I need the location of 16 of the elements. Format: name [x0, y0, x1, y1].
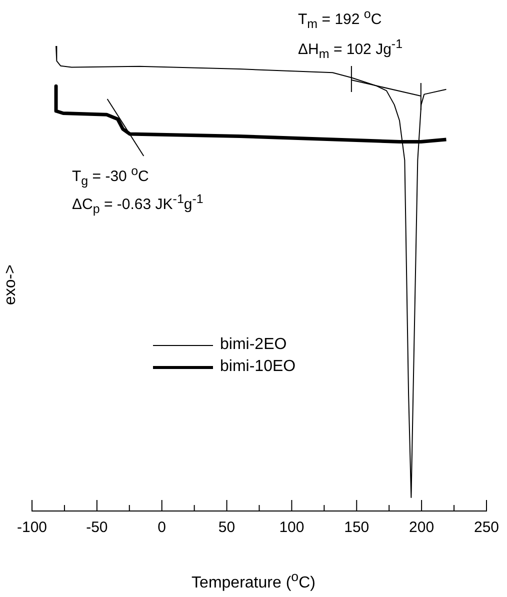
annotation: ΔC$_{p}$ = -0.63 JK$^{-1}$g$^{-1}$ — [72, 192, 204, 216]
x-tick-label: -50 — [86, 519, 108, 536]
x-tick-label: 0 — [158, 519, 166, 536]
x-tick-label: 100 — [279, 519, 304, 536]
annotation: T$_{g}$ = -30 $^{o}$C — [72, 164, 149, 188]
x-tick-label: 50 — [218, 519, 236, 536]
text: T$_{m}$ = 192 $^{o}$C — [298, 7, 382, 31]
x-tick-label: 200 — [409, 519, 434, 536]
y-axis-title: exo-> — [2, 264, 19, 305]
legend-label: bimi-10EO — [220, 358, 296, 376]
annotation: ΔH$_{m}$ = 102 Jg$^{-1}$ — [298, 37, 403, 61]
legend-label: bimi-2EO — [220, 336, 287, 354]
x-tick-label: 150 — [344, 519, 370, 536]
x-axis-title: Temperature ($^{o}$C) — [190, 569, 316, 592]
x-tick-label: -100 — [16, 519, 48, 536]
x-tick-label: 250 — [474, 519, 499, 536]
